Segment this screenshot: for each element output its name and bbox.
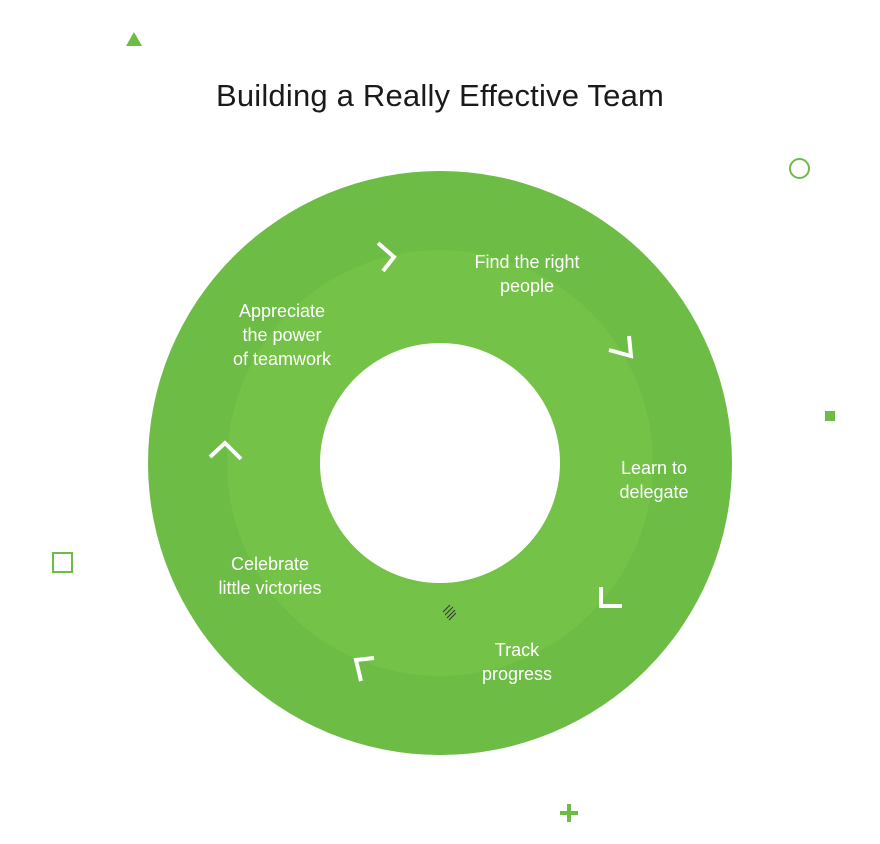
step-track-progress: Track progress [481, 640, 553, 684]
step-celebrate-little-victories: Celebrate little victories [218, 554, 322, 598]
step-appreciate-teamwork: Appreciate the power of teamwork [232, 301, 332, 369]
arrow-chevron-5-icon [208, 440, 243, 461]
arrow-chevron-2-icon [608, 335, 634, 359]
arrow-chevron-1-icon [376, 241, 397, 273]
ring-center-hole [320, 343, 560, 583]
circle-decoration-icon [789, 158, 810, 179]
triangle-decoration-icon [126, 32, 142, 46]
outline-square-decoration-icon [52, 552, 73, 573]
filled-square-decoration-icon [825, 411, 835, 421]
arrow-chevron-3-icon [599, 587, 622, 608]
plus-decoration-icon [559, 803, 579, 823]
arrow-chevron-4-icon [353, 656, 375, 682]
cursor-marker-icon [442, 604, 457, 621]
step-learn-to-delegate: Learn to delegate [619, 458, 689, 502]
diagram-title: Building a Really Effective Team [215, 78, 665, 113]
step-find-the-right-people: Find the right people [474, 252, 580, 296]
